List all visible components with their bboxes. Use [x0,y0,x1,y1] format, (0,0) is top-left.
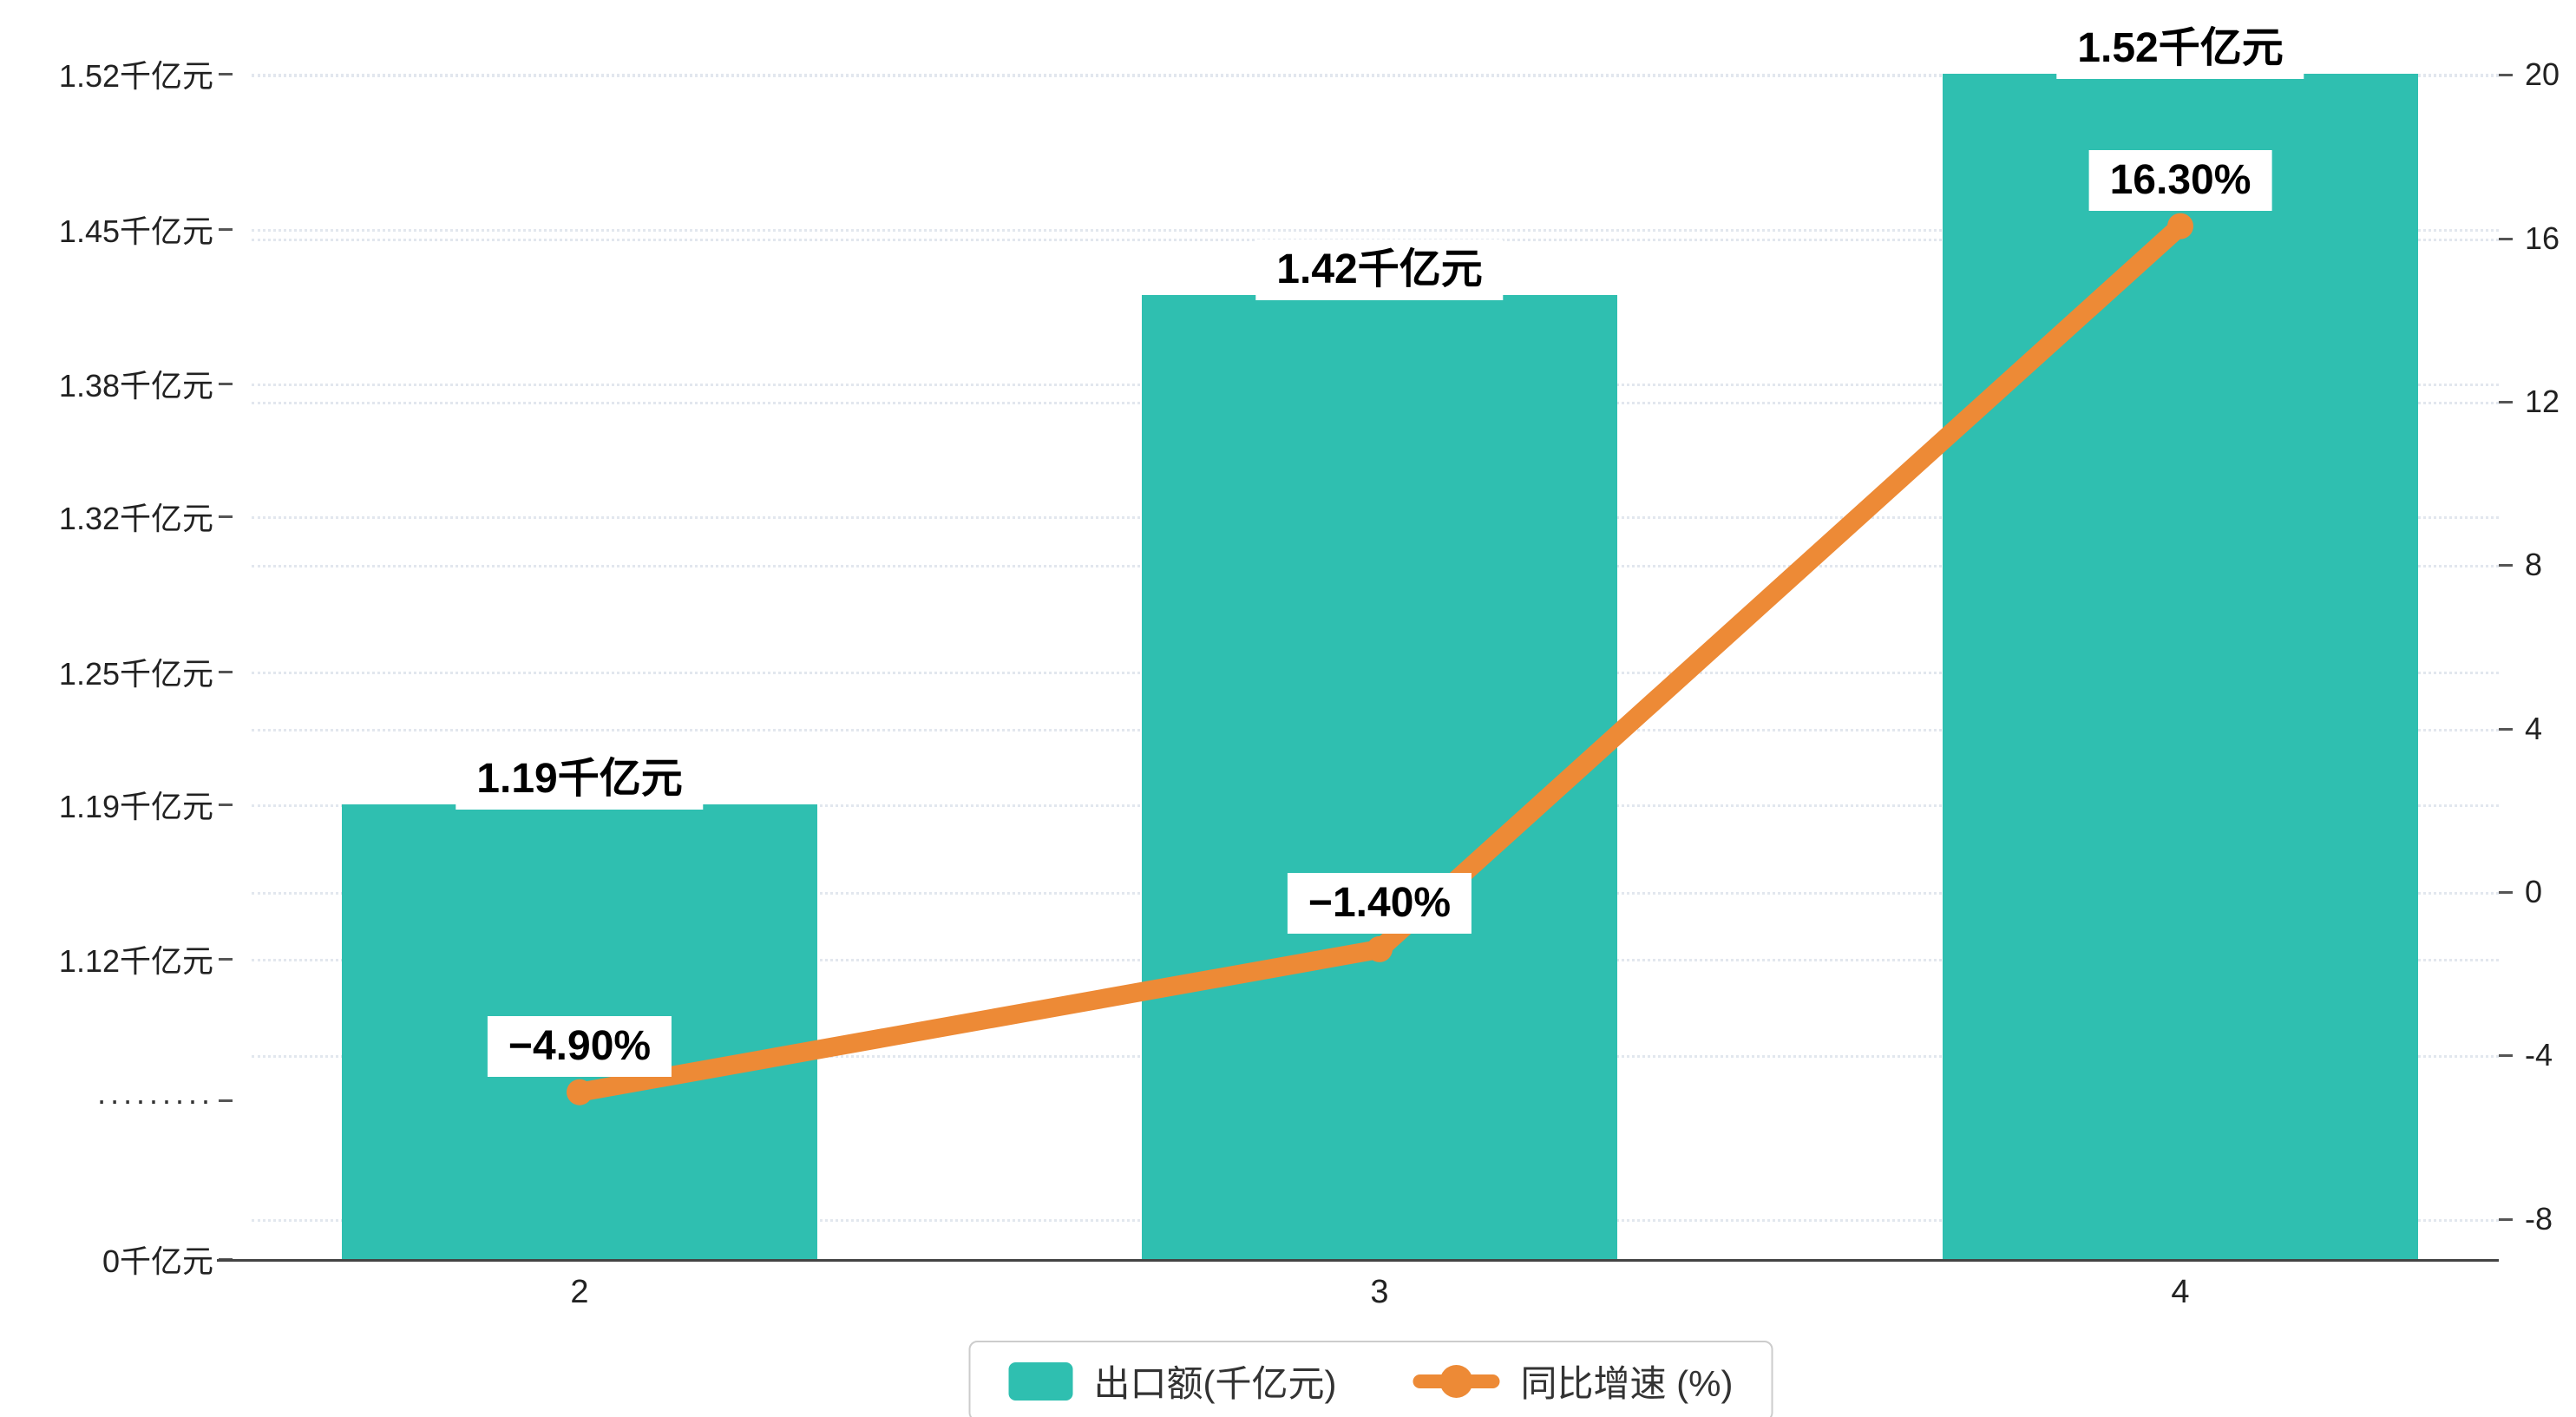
legend-item-growth[interactable]: 同比增速 (%) [1413,1355,1733,1407]
left-axis-tick-label: 1.38千亿元 [58,368,213,403]
right-axis-tick-mark [2499,237,2513,240]
left-axis-tick-mark [219,515,233,518]
horizontal-gridline [252,75,2499,78]
right-axis-tick-label: 12 [2525,384,2560,420]
right-axis-tick-mark [2499,74,2513,77]
left-axis-tick-mark [219,958,233,961]
left-axis-tick-label: 1.32千亿元 [58,501,213,536]
left-axis-break-label: ········· [96,1082,213,1118]
legend-label-growth: 同比增速 (%) [1520,1363,1734,1404]
right-axis-tick-label: -4 [2525,1037,2553,1073]
left-axis-tick-mark [219,670,233,673]
x-axis-category-label: 4 [2171,1274,2190,1310]
legend-label-export: 出口额(千亿元) [1093,1363,1337,1404]
horizontal-gridline [252,228,2499,232]
left-axis-tick-mark [219,227,233,231]
bar-series-swatch-icon [1008,1361,1073,1401]
growth-value-label: 16.30% [2088,149,2272,211]
x-axis-line [217,1259,2499,1262]
right-axis-tick-mark [2499,401,2513,404]
growth-value-label: −1.40% [1287,872,1472,934]
growth-line-point [2167,213,2193,239]
right-axis-tick-mark [2499,1054,2513,1058]
right-axis-tick-label: 16 [2525,220,2560,256]
left-axis-tick-mark [219,1099,233,1102]
bar-value-label: 1.52千亿元 [2056,18,2304,79]
left-axis-tick-mark [219,803,233,806]
right-axis-tick-label: 8 [2525,547,2543,583]
right-axis-tick-label: 4 [2525,710,2543,746]
export-bar [1943,74,2418,1259]
right-axis-tick-mark [2499,564,2513,567]
growth-line [570,216,2190,1102]
left-axis-zero-label: 0千亿元 [102,1243,213,1279]
left-axis-tick-label: 1.12千亿元 [58,943,213,979]
growth-line-point [1367,935,1393,962]
left-axis-tick-mark [219,73,233,75]
legend-item-export[interactable]: 出口额(千亿元) [1008,1355,1337,1407]
left-axis-tick-label: 1.25千亿元 [58,655,213,692]
left-axis-tick-label: 1.45千亿元 [58,213,213,249]
right-axis-tick-mark [2499,727,2513,731]
x-axis-category-label: 3 [1370,1274,1389,1310]
legend: 出口额(千亿元) 同比增速 (%) [968,1341,1773,1417]
right-axis-tick-label: -8 [2525,1200,2553,1237]
left-axis-tick-mark [219,383,233,385]
bar-value-label: 1.42千亿元 [1255,239,1504,300]
line-series-dot-icon [1439,1364,1473,1398]
export-bar [1142,295,1617,1259]
left-axis-tick-label: 1.52千亿元 [58,58,213,94]
right-axis-tick-mark [2499,1217,2513,1221]
right-axis-tick-mark [2499,891,2513,894]
growth-line-point [567,1079,593,1105]
left-axis-tick-label: 1.19千亿元 [58,788,213,824]
line-series-marker-icon [1413,1364,1500,1398]
bar-value-label: 1.19千亿元 [456,748,704,810]
right-axis-tick-label: 20 [2525,56,2560,93]
right-axis-tick-label: 0 [2525,874,2543,909]
x-axis-category-label: 2 [570,1274,589,1310]
growth-value-label: −4.90% [487,1015,672,1077]
